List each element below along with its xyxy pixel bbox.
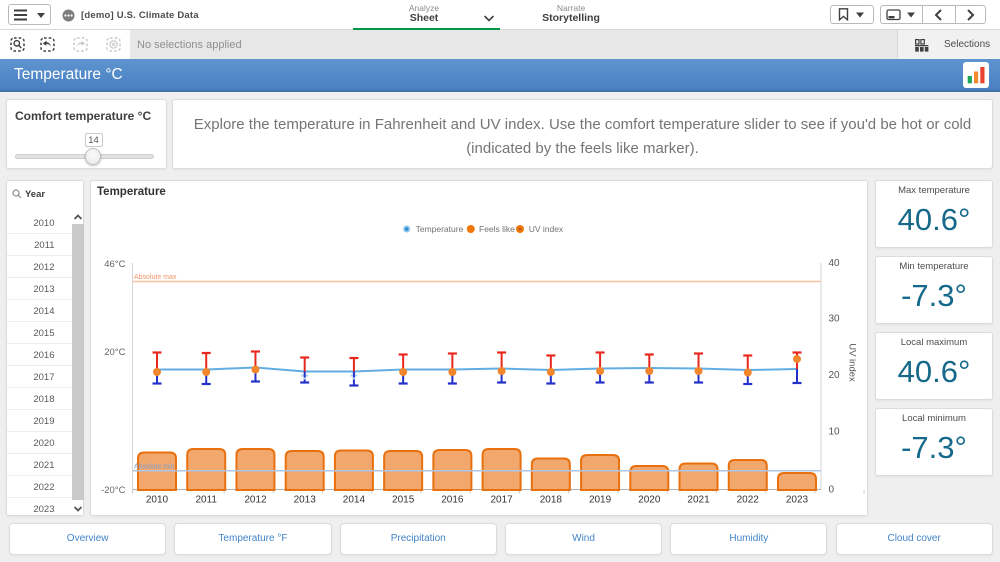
svg-text:40: 40	[829, 258, 841, 269]
svg-text:10: 10	[829, 427, 841, 438]
svg-text:2023: 2023	[786, 495, 809, 506]
svg-text:0: 0	[829, 484, 835, 495]
svg-text:2022: 2022	[737, 495, 760, 506]
svg-text:2013: 2013	[294, 495, 317, 506]
svg-text:20°C: 20°C	[104, 347, 125, 358]
svg-text:2015: 2015	[392, 495, 415, 506]
svg-text:Temperature: Temperature	[416, 224, 464, 234]
svg-text:UV index: UV index	[847, 343, 858, 382]
svg-text:46°C: 46°C	[104, 259, 125, 270]
svg-text:2016: 2016	[441, 495, 464, 506]
svg-text:2014: 2014	[343, 495, 366, 506]
svg-text:2018: 2018	[540, 495, 563, 506]
svg-text:30: 30	[829, 314, 841, 325]
svg-text:UV index: UV index	[529, 224, 564, 234]
svg-text:-20°C: -20°C	[101, 485, 126, 496]
svg-text:2017: 2017	[490, 495, 513, 506]
svg-text:Absolute min: Absolute min	[134, 464, 175, 471]
svg-text:2021: 2021	[687, 495, 710, 506]
svg-text:2019: 2019	[589, 495, 612, 506]
svg-text:Feels like: Feels like	[479, 224, 515, 234]
svg-text:2011: 2011	[195, 495, 217, 506]
svg-text:2010: 2010	[146, 495, 169, 506]
svg-text:20: 20	[829, 370, 841, 381]
svg-text:2020: 2020	[638, 495, 661, 506]
svg-text:2012: 2012	[244, 495, 267, 506]
svg-text:Absolute max: Absolute max	[134, 274, 177, 281]
